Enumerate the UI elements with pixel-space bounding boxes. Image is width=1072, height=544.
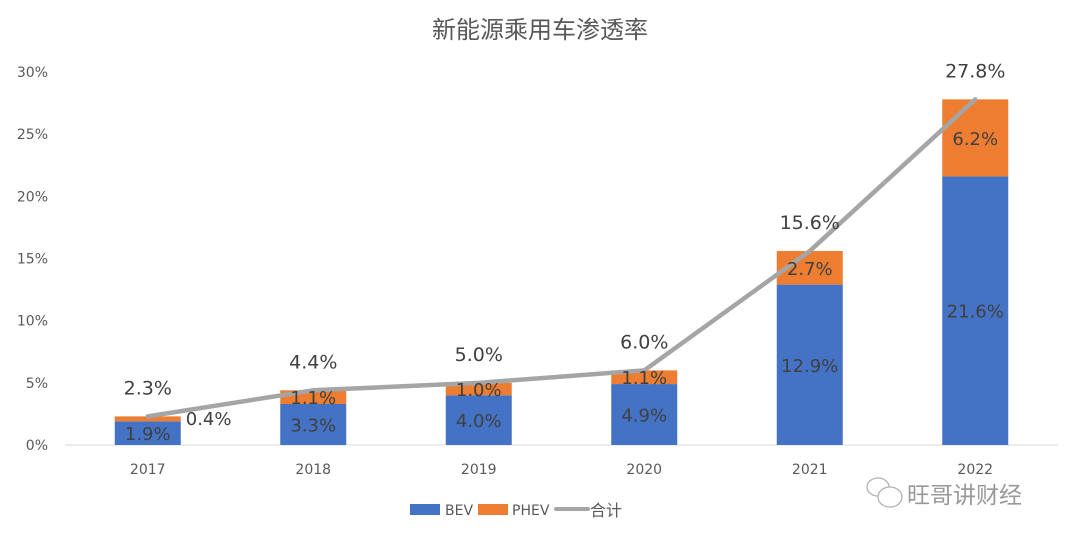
data-label-total: 15.6% [780,212,840,234]
y-tick-label: 30% [17,65,48,81]
bar-phev [445,382,512,396]
y-tick-label: 25% [17,127,48,143]
data-label-phev: 2.7% [787,259,833,280]
watermark: 旺哥讲财经 [866,477,1022,509]
data-label-total: 2.3% [124,377,172,399]
data-label-total: 27.8% [945,60,1005,82]
x-tick-label: 2017 [130,462,166,478]
x-tick-label: 2019 [461,462,497,478]
chart-title: 新能源乘用车渗透率 [432,16,648,44]
data-label-bev: 4.9% [621,406,667,427]
data-label-bev: 3.3% [290,415,336,436]
legend: BEV PHEV 合计 [410,501,622,520]
bar-bev [280,403,347,445]
data-label-bev: 1.9% [125,424,171,445]
data-label-bev: 4.0% [456,411,502,432]
bar-bev [611,384,678,445]
data-label-bev: 12.9% [781,356,838,377]
x-tick-label: 2020 [626,462,662,478]
bar-bev [942,176,1009,445]
x-tick-label: 2021 [792,462,828,478]
data-label-total: 6.0% [620,331,668,353]
bar-phev [114,416,181,422]
legend-label-bev: BEV [445,503,473,519]
x-tick-label: 2018 [295,462,331,478]
line-total [145,97,978,419]
y-tick-label: 5% [26,376,48,392]
bar-bev [776,284,843,445]
bar-bev [114,421,181,445]
watermark-text: 旺哥讲财经 [907,483,1022,509]
data-label-phev: 1.1% [621,368,667,389]
data-label-phev: 1.1% [290,388,336,409]
data-label-bev: 21.6% [947,302,1004,323]
legend-label-total: 合计 [590,501,622,520]
data-label-phev: 1.0% [456,380,502,401]
x-tick-label: 2022 [957,462,993,478]
wechat-icon [866,477,903,508]
bar-phev [942,99,1009,177]
legend-swatch-bev [410,504,440,515]
y-tick-label: 10% [17,314,48,330]
legend-label-phev: PHEV [512,503,550,519]
y-tick-label: 15% [17,252,48,268]
data-label-total: 5.0% [455,344,503,366]
y-tick-label: 0% [26,438,48,454]
y-tick-label: 20% [17,189,48,205]
bar-bev [445,395,512,445]
data-label-phev: 6.2% [952,129,998,150]
legend-swatch-phev [478,504,508,515]
data-label-phev: 0.4% [186,409,232,430]
data-label-total: 4.4% [289,351,337,373]
